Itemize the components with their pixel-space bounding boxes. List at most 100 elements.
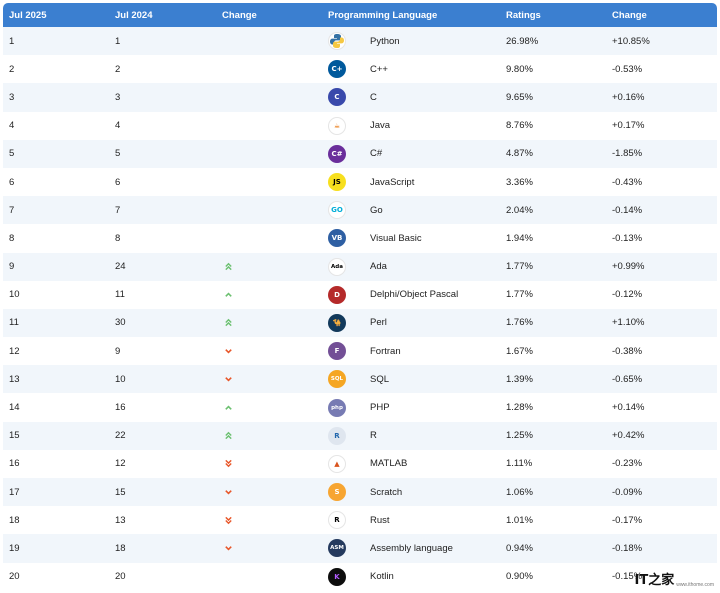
table-row: 10 11 D Delphi/Object Pascal 1.77% -0.12% xyxy=(3,280,717,309)
language-cell: JS JavaScript xyxy=(322,168,500,196)
rating-change: -0.12% xyxy=(612,289,643,301)
rank-change xyxy=(216,365,322,393)
header-change[interactable]: Change xyxy=(222,9,257,21)
language-cell: Python xyxy=(322,27,500,55)
rating-value: 26.98% xyxy=(506,35,539,47)
rating-value: 1.01% xyxy=(506,514,533,526)
fortran-icon: F xyxy=(328,342,346,361)
language-cell-content: C# C# xyxy=(328,144,500,163)
language-cell: VB Visual Basic xyxy=(322,224,500,252)
language-name: C xyxy=(370,91,377,103)
rank-2025: 11 xyxy=(9,317,19,329)
rating-value: 8.76% xyxy=(506,120,533,132)
language-cell: ☕ Java xyxy=(322,112,500,140)
language-cell: ▲ MATLAB xyxy=(322,450,500,478)
language-name: Delphi/Object Pascal xyxy=(370,289,459,301)
rank-change xyxy=(216,112,322,140)
language-name: SQL xyxy=(370,373,390,385)
watermark-logo-text: IT之家 xyxy=(634,573,675,588)
double-chevron-down-icon xyxy=(222,459,322,468)
ranking-table: Jul 2025 Jul 2024 Change Programming Lan… xyxy=(3,3,717,591)
language-cell-content: GO Go xyxy=(328,201,500,220)
table-row: 1 1 Python 26.98% +10.85% xyxy=(3,27,717,56)
rank-2025: 14 xyxy=(9,402,20,414)
table-row: 19 18 ASM Assembly language 0.94% -0.18% xyxy=(3,534,717,563)
rank-2025: 3 xyxy=(9,91,15,103)
rating-value: 1.39% xyxy=(506,373,533,385)
table-row: 5 5 C# C# 4.87% -1.85% xyxy=(3,139,717,168)
header-jul-2025[interactable]: Jul 2025 xyxy=(9,9,47,21)
chevron-down-icon xyxy=(222,488,322,497)
rank-change xyxy=(216,422,322,450)
chevron-up-icon xyxy=(222,290,322,299)
rank-2025: 17 xyxy=(9,486,20,498)
rank-2025: 7 xyxy=(9,204,15,216)
language-cell: F Fortran xyxy=(322,337,500,365)
chevron-up-icon xyxy=(222,403,322,412)
rating-value: 1.76% xyxy=(506,317,533,329)
language-cell-content: JS JavaScript xyxy=(328,173,500,192)
rating-change: +1.10% xyxy=(612,317,645,329)
rating-change: -0.43% xyxy=(612,176,643,188)
header-programming-language[interactable]: Programming Language xyxy=(328,9,438,21)
rating-change: +0.17% xyxy=(612,120,645,132)
language-cell: R Rust xyxy=(322,506,500,534)
table-row: 4 4 ☕ Java 8.76% +0.17% xyxy=(3,111,717,140)
rating-change: +0.42% xyxy=(612,430,645,442)
language-name: Assembly language xyxy=(370,542,453,554)
rank-2024: 16 xyxy=(115,402,126,414)
language-cell-content: SQL SQL xyxy=(328,370,500,389)
rating-change: -0.09% xyxy=(612,486,643,498)
language-name: Go xyxy=(370,204,383,216)
rating-change: -1.85% xyxy=(612,148,643,160)
rank-2024: 3 xyxy=(115,91,121,103)
rating-change: +0.99% xyxy=(612,261,645,273)
table-header: Jul 2025 Jul 2024 Change Programming Lan… xyxy=(3,3,717,27)
rating-change: +0.14% xyxy=(612,402,645,414)
table-row: 18 13 R Rust 1.01% -0.17% xyxy=(3,506,717,535)
rank-2025: 9 xyxy=(9,261,15,273)
rating-change: -0.15% xyxy=(612,571,643,583)
language-cell: C# C# xyxy=(322,140,500,168)
language-name: Java xyxy=(370,120,391,132)
rating-change: -0.53% xyxy=(612,63,643,75)
rank-2025: 10 xyxy=(9,289,20,301)
language-name: Python xyxy=(370,35,400,47)
language-cell-content: C+ C++ xyxy=(328,60,500,79)
chevron-down-icon xyxy=(222,347,322,356)
rank-2025: 4 xyxy=(9,120,15,132)
language-cell-content: F Fortran xyxy=(328,342,500,361)
rank-change xyxy=(216,27,322,55)
rank-2024: 5 xyxy=(115,148,121,160)
rank-2025: 2 xyxy=(9,63,15,75)
rank-2025: 16 xyxy=(9,458,20,470)
rating-change: -0.38% xyxy=(612,345,643,357)
language-cell: Ada Ada xyxy=(322,253,500,281)
header-change-percent[interactable]: Change xyxy=(612,9,647,21)
table-body: 1 1 Python 26.98% +10.85% 2 2 C+ C++ 9.80% -0.53% 3… xyxy=(3,27,717,591)
table-row: 6 6 JS JavaScript 3.36% -0.43% xyxy=(3,167,717,197)
rank-2024: 4 xyxy=(115,120,121,132)
language-name: PHP xyxy=(370,402,390,414)
table-row: 14 16 php PHP 1.28% +0.14% xyxy=(3,393,717,422)
header-ratings[interactable]: Ratings xyxy=(506,9,541,21)
chevron-down-icon xyxy=(222,544,322,553)
table-row: 17 15 S Scratch 1.06% -0.09% xyxy=(3,478,717,507)
double-chevron-up-icon xyxy=(222,262,322,271)
scratch-icon: S xyxy=(328,483,346,502)
rating-change: -0.23% xyxy=(612,458,643,470)
rank-2025: 6 xyxy=(9,176,15,188)
javascript-icon: JS xyxy=(328,173,346,192)
rating-value: 1.94% xyxy=(506,232,533,244)
language-cell-content: S Scratch xyxy=(328,483,500,502)
rating-value: 1.28% xyxy=(506,402,533,414)
rank-2024: 9 xyxy=(115,345,121,357)
ada-icon: Ada xyxy=(328,257,346,276)
double-chevron-down-icon xyxy=(222,516,322,525)
table-row: 16 12 ▲ MATLAB 1.11% -0.23% xyxy=(3,449,717,478)
header-jul-2024[interactable]: Jul 2024 xyxy=(115,9,153,21)
rank-2024: 2 xyxy=(115,63,121,75)
rank-2024: 7 xyxy=(115,204,121,216)
